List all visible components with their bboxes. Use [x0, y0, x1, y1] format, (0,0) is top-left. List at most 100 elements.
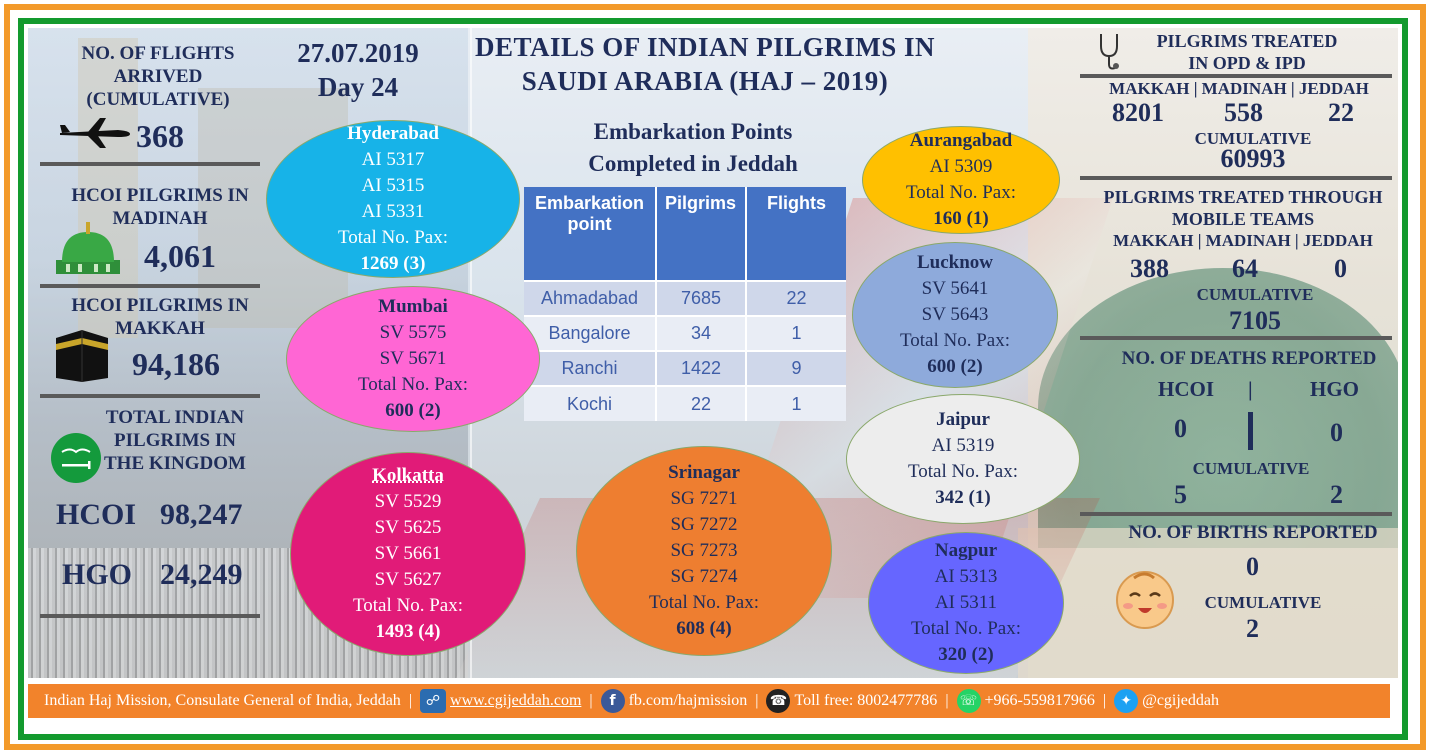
makkah-value: 94,186 — [132, 346, 220, 382]
srinagar-flight-number: SG 7273 — [670, 540, 738, 561]
green-dome-icon — [54, 220, 122, 281]
lucknow-city-name: Lucknow — [916, 252, 994, 273]
opd-cumulative-value: 60993 — [1220, 144, 1286, 173]
deaths-hgo-value: 0 — [1330, 418, 1343, 447]
opd-heading-line1: PILGRIMS TREATED — [1156, 31, 1338, 51]
tollfree-number: Toll free: 8002477786 — [794, 692, 938, 709]
phone-icon: ☎ — [766, 689, 791, 713]
footer-separator: | — [589, 692, 593, 709]
mobile-cumulative-value: 7105 — [1229, 306, 1281, 335]
nagpur-city-name: Nagpur — [934, 540, 998, 561]
kolkatta-flight-number: SV 5625 — [374, 517, 442, 538]
report-day: Day 24 — [317, 72, 399, 102]
date-block: 27.07.2019 Day 24 — [268, 36, 448, 104]
mobile-cumulative-label: CUMULATIVE — [1196, 285, 1314, 304]
flights-heading-line2: ARRIVED — [113, 66, 203, 87]
makkah-heading-line2: MAKKAH — [115, 318, 205, 339]
flights-value: 368 — [136, 118, 184, 154]
cell-point: Ahmadabad — [524, 280, 657, 316]
deaths-hcoi-label: HCOI — [1158, 377, 1215, 401]
right-divider-4 — [1080, 512, 1392, 516]
jaipur-city-name: Jaipur — [936, 409, 990, 430]
kaaba-icon — [52, 328, 110, 387]
mobile-heading-line1: PILGRIMS TREATED THROUGH — [1103, 187, 1383, 207]
left-divider-2 — [40, 284, 260, 288]
footer-separator: | — [1102, 692, 1107, 709]
srinagar-ellipse: Srinagar SG 7271 SG 7272 SG 7273 SG 7274 Tota… — [576, 446, 832, 656]
mumbai-total-pax: 600 (2) — [385, 400, 441, 421]
table-row: Bangalore 34 1 — [524, 315, 846, 351]
twitter-icon: ✦ — [1114, 689, 1139, 713]
table-row: Ahmadabad 7685 22 — [524, 280, 846, 316]
embarkation-heading-line2: Completed in Jeddah — [588, 151, 798, 176]
footer-org: Indian Haj Mission, Consulate General of… — [44, 692, 401, 709]
kolkatta-flight-number: SV 5529 — [374, 491, 442, 512]
deaths-hcoi-value: 0 — [1174, 414, 1187, 443]
left-divider-3 — [40, 394, 260, 398]
hyderabad-city-name: Hyderabad — [347, 123, 439, 144]
opd-cumulative-label: CUMULATIVE — [1194, 129, 1312, 148]
inner-border — [18, 18, 1408, 740]
right-divider-1 — [1080, 74, 1392, 78]
cell-point: Kochi — [524, 385, 657, 421]
jaipur-pax-label: Total No. Pax: — [907, 461, 1019, 482]
hyderabad-ellipse: Hyderabad AI 5317 AI 5315 AI 5331 Total No. … — [266, 120, 520, 278]
kolkatta-flight-number: SV 5661 — [374, 543, 442, 564]
kolkatta-ellipse: Kolkatta SV 5529 SV 5625 SV 5661 SV 5627 Tota… — [290, 452, 526, 656]
website-link[interactable]: www.cgijeddah.com — [450, 692, 582, 709]
cell-flights: 1 — [746, 385, 846, 421]
column-header-line1: Embarkation — [534, 193, 645, 213]
cell-pilgrims: 22 — [656, 385, 747, 421]
jaipur-total-pax: 342 (1) — [935, 487, 991, 508]
total-heading-line2: PILGRIMS IN — [114, 430, 236, 451]
outer-border — [4, 4, 1426, 750]
cell-flights: 1 — [746, 315, 846, 351]
madinah-heading: HCOI PILGRIMS IN MADINAH — [50, 184, 270, 230]
mobile-heading-line2: MOBILE TEAMS — [1171, 209, 1315, 229]
footer-separator: | — [408, 692, 413, 709]
flights-heading: NO. OF FLIGHTS ARRIVED (CUMULATIVE) — [48, 42, 268, 111]
births-cumulative-label: CUMULATIVE — [1204, 593, 1322, 612]
deaths-hgo-cumulative: 2 — [1330, 480, 1343, 509]
total-hcoi-label: HCOI — [56, 498, 137, 531]
column-header-flights: Flights — [746, 187, 846, 281]
baby-face-icon — [1114, 568, 1176, 635]
lucknow-pax-label: Total No. Pax: — [899, 330, 1011, 351]
srinagar-city-name: Srinagar — [668, 462, 740, 483]
deaths-cumulative-label: CUMULATIVE — [1192, 459, 1310, 478]
globe-icon: ☍ — [420, 689, 447, 713]
madinah-value: 4,061 — [144, 238, 216, 274]
mobile-heading: PILGRIMS TREATED THROUGH MOBILE TEAMS — [1088, 186, 1398, 230]
cell-pilgrims: 7685 — [656, 280, 747, 316]
twitter-link[interactable]: @cgijeddah — [1142, 692, 1220, 709]
cell-point: Bangalore — [524, 315, 657, 351]
cell-pilgrims: 34 — [656, 315, 747, 351]
kolkatta-total-pax: 1493 (4) — [375, 621, 441, 642]
births-value: 0 — [1246, 552, 1259, 581]
mobile-makkah-value: 388 — [1130, 254, 1169, 283]
aurangabad-total-pax: 160 (1) — [933, 208, 989, 229]
nagpur-flight-number: AI 5311 — [934, 592, 998, 613]
table-row: Kochi 22 1 — [524, 385, 846, 421]
page-title-line1: DETAILS OF INDIAN PILGRIMS IN — [474, 32, 936, 62]
srinagar-flight-number: SG 7272 — [670, 514, 738, 535]
srinagar-total-pax: 608 (4) — [676, 618, 732, 639]
cell-flights: 9 — [746, 350, 846, 386]
total-heading-line1: TOTAL INDIAN — [105, 407, 245, 428]
background-clock-tower — [78, 38, 138, 338]
total-hgo-label: HGO — [62, 558, 133, 591]
mumbai-flight-number: SV 5671 — [379, 348, 447, 369]
footer-separator: | — [755, 692, 759, 709]
nagpur-flight-number: AI 5313 — [934, 566, 998, 587]
cell-pilgrims: 1422 — [656, 350, 747, 386]
whatsapp-number: +966-559817966 — [984, 692, 1095, 709]
saudi-flag-icon — [50, 432, 102, 489]
table-row: Ranchi 1422 9 — [524, 350, 846, 386]
page-title: DETAILS OF INDIAN PILGRIMS IN SAUDI ARAB… — [460, 30, 950, 98]
kolkatta-city-name: Kolkatta — [372, 465, 444, 486]
facebook-link[interactable]: fb.com/hajmission — [628, 692, 748, 709]
srinagar-flight-number: SG 7271 — [670, 488, 738, 509]
airplane-icon — [58, 116, 132, 155]
total-hgo-value: 24,249 — [160, 558, 243, 591]
page-title-line2: SAUDI ARABIA (HAJ – 2019) — [521, 66, 889, 96]
